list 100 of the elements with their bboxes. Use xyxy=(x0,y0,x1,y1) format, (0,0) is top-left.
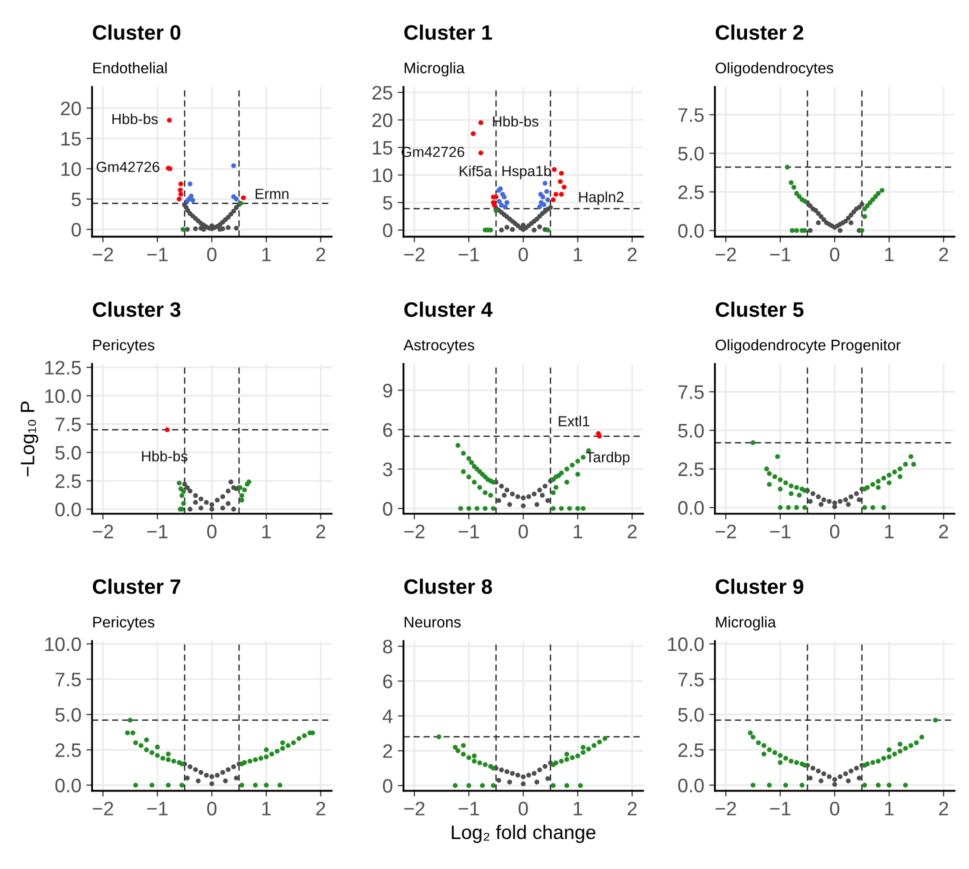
point xyxy=(791,184,796,190)
point xyxy=(832,504,838,510)
x-tick-label: 2 xyxy=(939,524,948,538)
point xyxy=(862,762,868,768)
x-tick-label: −2 xyxy=(92,248,114,262)
x-tick-label: 1 xyxy=(885,524,894,538)
chart-subtitle: Microglia xyxy=(404,62,465,76)
point xyxy=(133,782,138,788)
y-tick-label: 2.5 xyxy=(678,462,704,476)
point xyxy=(933,718,938,723)
point xyxy=(286,743,290,748)
point xyxy=(510,492,515,496)
point xyxy=(534,780,540,784)
point xyxy=(504,224,510,230)
point xyxy=(750,440,756,446)
point xyxy=(558,470,564,476)
point xyxy=(264,754,269,760)
chart-title: Cluster 8 xyxy=(404,578,492,594)
point xyxy=(184,485,190,490)
point xyxy=(231,163,236,168)
point xyxy=(846,502,851,507)
point xyxy=(504,488,510,492)
point xyxy=(164,427,170,432)
point xyxy=(818,502,824,507)
point xyxy=(280,740,286,746)
point xyxy=(550,783,556,788)
x-tick-label: 0 xyxy=(518,524,528,538)
point xyxy=(881,476,886,481)
chart-subtitle: Astrocytes xyxy=(404,340,474,354)
point xyxy=(886,747,892,752)
point xyxy=(876,485,881,490)
point xyxy=(762,752,766,756)
chart-subtitle: Pericytes xyxy=(93,339,154,354)
point xyxy=(602,736,608,741)
point xyxy=(794,191,799,196)
point xyxy=(554,192,558,197)
point xyxy=(209,774,214,780)
point xyxy=(778,760,783,765)
x-tick-label: 2 xyxy=(628,248,637,262)
point xyxy=(181,501,186,506)
point xyxy=(231,208,236,214)
x-tick-label: 0 xyxy=(207,802,216,816)
point xyxy=(545,776,550,782)
x-axis-title: Log₂ fold change xyxy=(452,824,596,844)
annotation: Ermn xyxy=(256,188,288,199)
y-tick-label: 5 xyxy=(72,192,81,206)
point xyxy=(540,492,545,498)
point xyxy=(179,493,184,498)
point xyxy=(154,744,160,750)
point xyxy=(274,748,280,754)
point xyxy=(580,750,586,755)
point xyxy=(502,204,508,210)
point xyxy=(545,228,550,232)
point xyxy=(790,228,795,233)
x-tick-label: 2 xyxy=(316,802,326,816)
point xyxy=(784,164,790,170)
point xyxy=(892,470,897,474)
point xyxy=(507,502,512,507)
point xyxy=(783,480,788,486)
y-tick-label: 2.5 xyxy=(56,474,81,488)
point xyxy=(496,498,502,503)
x-tick-label: 1 xyxy=(885,248,894,262)
point xyxy=(862,214,868,219)
point xyxy=(810,766,816,771)
point xyxy=(466,474,472,480)
point xyxy=(886,472,892,478)
y-tick-label: 3 xyxy=(382,462,392,476)
point xyxy=(816,494,821,500)
point xyxy=(919,734,924,740)
point xyxy=(534,502,540,507)
point xyxy=(558,192,564,197)
point xyxy=(764,466,770,472)
point xyxy=(862,505,868,510)
point xyxy=(228,212,234,217)
point xyxy=(832,782,838,787)
point xyxy=(802,505,808,510)
point xyxy=(456,443,460,448)
point xyxy=(870,197,876,202)
point xyxy=(898,742,902,747)
point xyxy=(234,226,239,231)
y-tick-label: 7.5 xyxy=(56,672,81,686)
point xyxy=(176,480,182,486)
point xyxy=(466,755,472,760)
point xyxy=(550,506,556,511)
point xyxy=(241,195,246,200)
y-tick-label: 20 xyxy=(60,102,81,116)
point xyxy=(808,498,813,504)
chart-title: Cluster 2 xyxy=(716,24,804,40)
point xyxy=(911,462,916,467)
point xyxy=(908,743,914,748)
point xyxy=(520,774,526,780)
point xyxy=(188,182,192,186)
x-tick-label: 1 xyxy=(262,248,271,262)
x-tick-label: −1 xyxy=(770,524,790,538)
point xyxy=(128,718,133,723)
point xyxy=(843,771,848,776)
point xyxy=(466,456,472,461)
point xyxy=(166,757,171,762)
point xyxy=(478,150,484,156)
point xyxy=(478,120,484,126)
